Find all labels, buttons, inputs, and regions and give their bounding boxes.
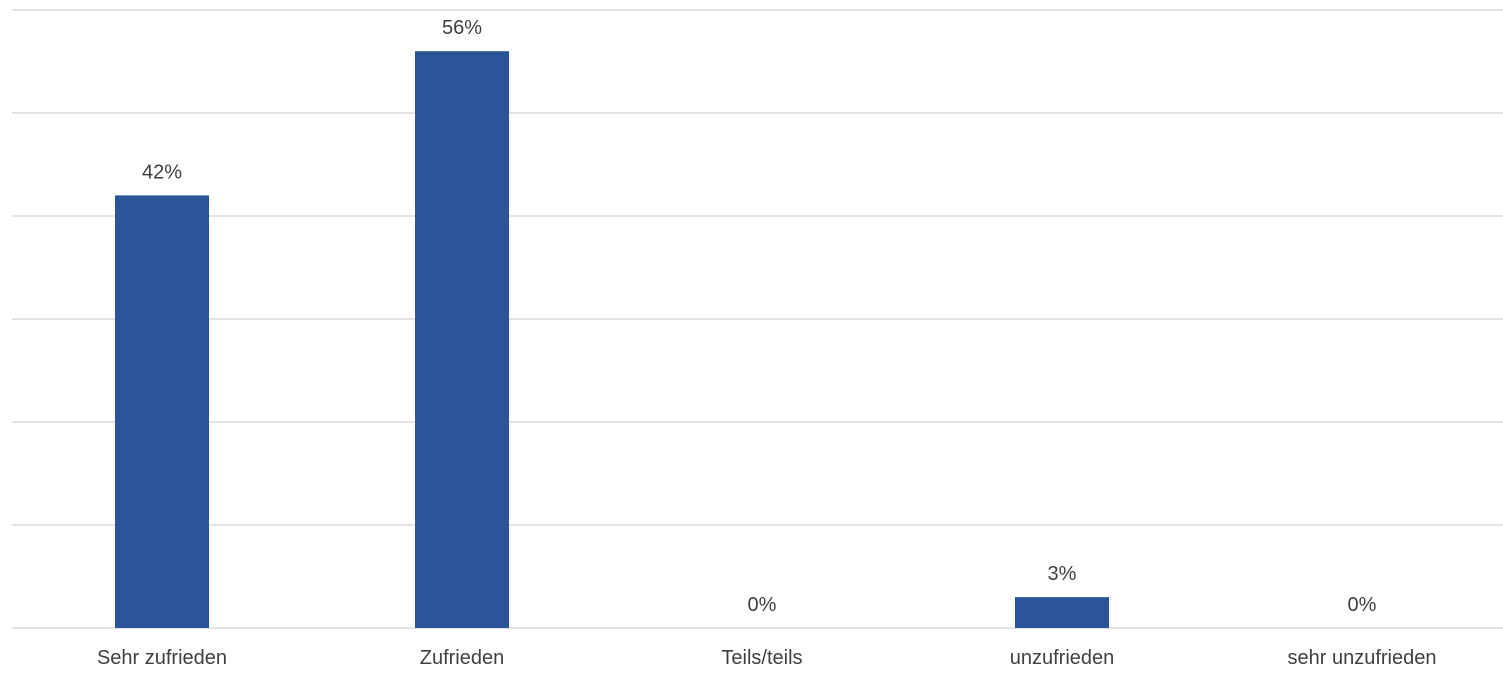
- category-label: Zufrieden: [420, 647, 505, 669]
- data-label: 0%: [1348, 594, 1377, 616]
- category-label: Teils/teils: [721, 647, 802, 669]
- category-label: unzufrieden: [1010, 647, 1115, 669]
- category-labels: Sehr zufrieden Zufrieden Teils/teils unzufr…: [97, 647, 1437, 669]
- category-label: sehr unzufrieden: [1288, 647, 1437, 669]
- data-label: 3%: [1048, 563, 1077, 585]
- bar-sehr-zufrieden: [115, 195, 209, 628]
- bars: [115, 51, 1109, 628]
- category-label: Sehr zufrieden: [97, 647, 227, 669]
- data-label: 0%: [748, 594, 777, 616]
- bar-unzufrieden: [1015, 597, 1109, 628]
- data-labels: 42% 56% 0% 3% 0%: [142, 17, 1377, 616]
- data-label: 42%: [142, 161, 182, 183]
- bar-zufrieden: [415, 51, 509, 628]
- gridlines: [12, 9, 1503, 629]
- data-label: 56%: [442, 17, 482, 39]
